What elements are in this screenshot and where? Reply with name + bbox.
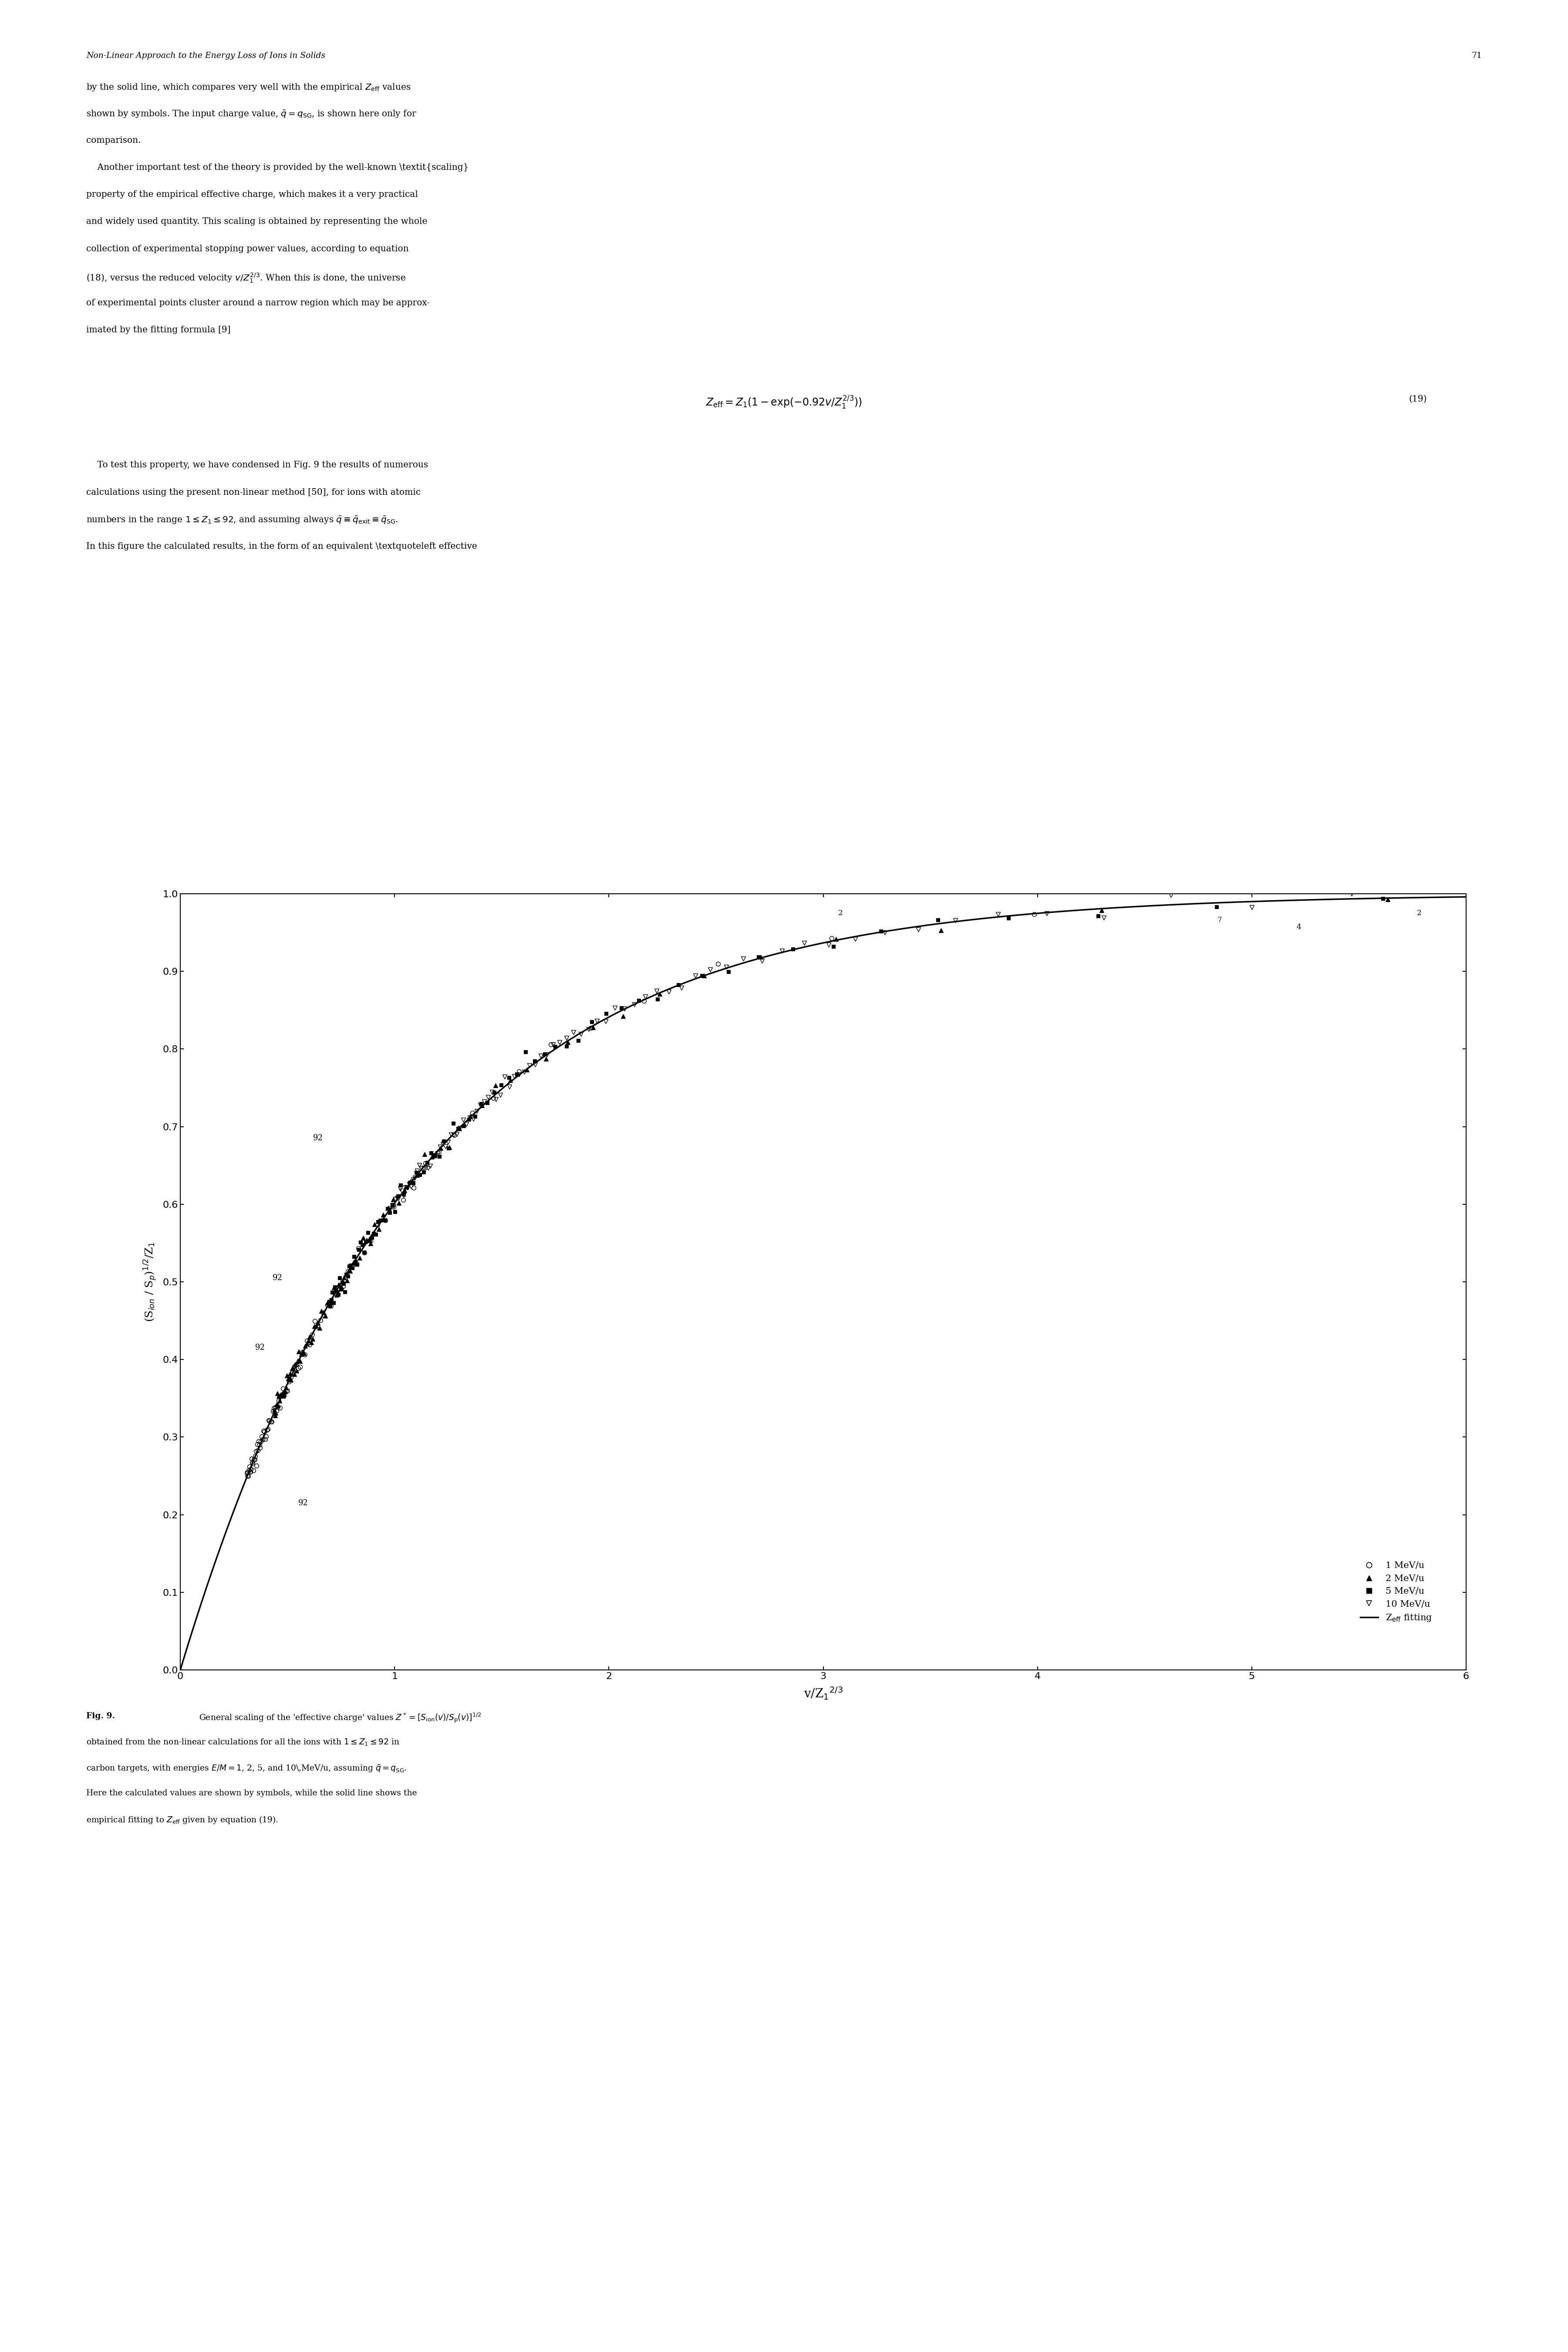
Legend: 1 MeV/u, 2 MeV/u, 5 MeV/u, 10 MeV/u, Z$_{\rm eff}$ fitting: 1 MeV/u, 2 MeV/u, 5 MeV/u, 10 MeV/u, Z$_… xyxy=(1356,1557,1436,1628)
Text: 4: 4 xyxy=(1297,924,1301,931)
Text: Non-Linear Approach to the Energy Loss of Ions in Solids: Non-Linear Approach to the Energy Loss o… xyxy=(86,52,325,59)
Text: 92: 92 xyxy=(256,1343,265,1352)
Text: empirical fitting to $Z_{\rm eff}$ given by equation (19).: empirical fitting to $Z_{\rm eff}$ given… xyxy=(86,1816,278,1825)
Text: General scaling of the 'effective charge' values $Z^* = [S_{\rm ion}(v)/S_{\rm p: General scaling of the 'effective charge… xyxy=(199,1712,481,1724)
Text: collection of experimental stopping power values, according to equation: collection of experimental stopping powe… xyxy=(86,245,409,254)
Text: (18), versus the reduced velocity $v/Z_1^{2/3}$. When this is done, the universe: (18), versus the reduced velocity $v/Z_1… xyxy=(86,273,406,285)
Text: obtained from the non-linear calculations for all the ions with $1 \leq Z_1 \leq: obtained from the non-linear calculation… xyxy=(86,1738,400,1748)
Text: 2: 2 xyxy=(837,910,842,917)
Text: 92: 92 xyxy=(298,1498,309,1508)
Text: To test this property, we have condensed in Fig. 9 the results of numerous: To test this property, we have condensed… xyxy=(86,461,428,470)
Text: property of the empirical effective charge, which makes it a very practical: property of the empirical effective char… xyxy=(86,191,419,200)
Text: of experimental points cluster around a narrow region which may be approx-: of experimental points cluster around a … xyxy=(86,299,430,308)
Text: 71: 71 xyxy=(1471,52,1482,59)
Text: calculations using the present non-linear method [50], for ions with atomic: calculations using the present non-linea… xyxy=(86,489,420,496)
Text: In this figure the calculated results, in the form of an equivalent \textquotele: In this figure the calculated results, i… xyxy=(86,543,477,550)
X-axis label: v/Z$_1$$^{2/3}$: v/Z$_1$$^{2/3}$ xyxy=(804,1686,842,1700)
Y-axis label: (S$_{ion}$ / S$_p$)$^{1/2}$/Z$_1$: (S$_{ion}$ / S$_p$)$^{1/2}$/Z$_1$ xyxy=(143,1242,158,1322)
Text: (19): (19) xyxy=(1408,395,1427,405)
Text: comparison.: comparison. xyxy=(86,136,141,146)
Text: imated by the fitting formula [9]: imated by the fitting formula [9] xyxy=(86,327,230,334)
Text: 2: 2 xyxy=(1416,910,1421,917)
Text: by the solid line, which compares very well with the empirical $Z_{\rm eff}$ val: by the solid line, which compares very w… xyxy=(86,82,411,92)
Text: 92: 92 xyxy=(314,1134,323,1143)
Text: Here the calculated values are shown by symbols, while the solid line shows the: Here the calculated values are shown by … xyxy=(86,1790,417,1797)
Text: 7: 7 xyxy=(1217,917,1221,924)
Text: $Z_{\rm eff} = Z_1(1 - \exp(-0.92v/Z_1^{2/3}))$: $Z_{\rm eff} = Z_1(1 - \exp(-0.92v/Z_1^{… xyxy=(706,395,862,409)
Text: Fig. 9.: Fig. 9. xyxy=(86,1712,114,1719)
Text: carbon targets, with energies $E/M = 1$, 2, 5, and 10\,MeV/u, assuming $\bar{q} : carbon targets, with energies $E/M = 1$,… xyxy=(86,1764,406,1773)
Text: Another important test of the theory is provided by the well-known \textit{scali: Another important test of the theory is … xyxy=(86,165,469,172)
Text: 92: 92 xyxy=(273,1275,282,1282)
Text: numbers in the range $1 \leq Z_1 \leq 92$, and assuming always $\bar{q} \equiv \: numbers in the range $1 \leq Z_1 \leq 92… xyxy=(86,515,398,524)
Text: and widely used quantity. This scaling is obtained by representing the whole: and widely used quantity. This scaling i… xyxy=(86,219,428,226)
Text: shown by symbols. The input charge value, $\bar{q} = q_{\rm SG}$, is shown here : shown by symbols. The input charge value… xyxy=(86,111,417,120)
